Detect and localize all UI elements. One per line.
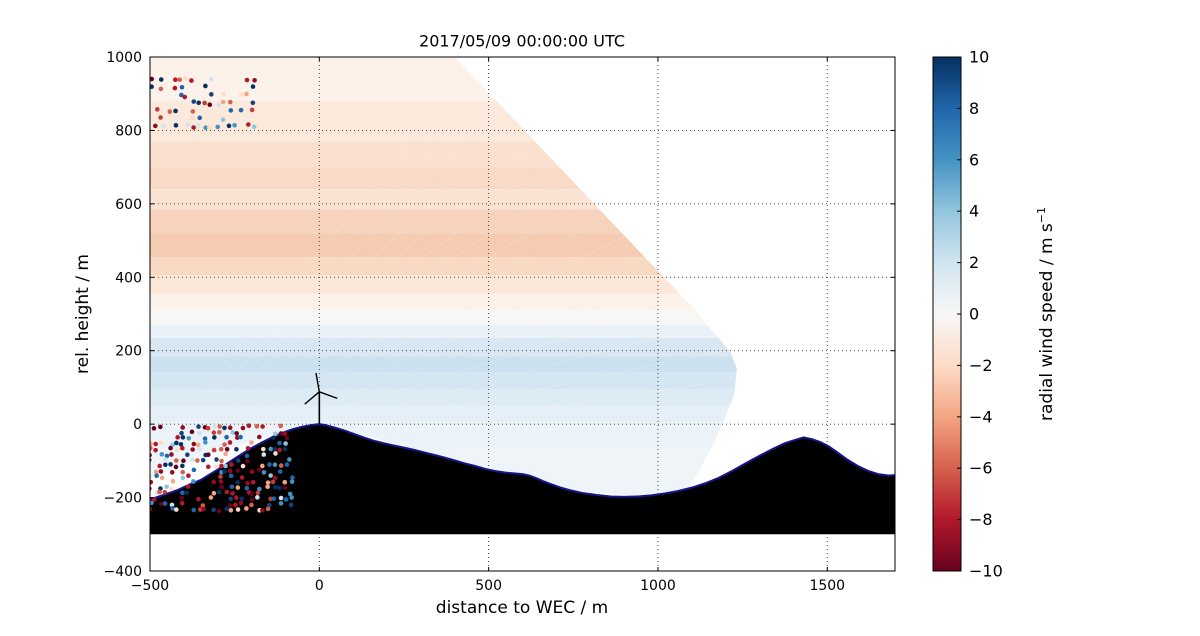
wind-turbine — [304, 372, 338, 425]
scan-beam-ray — [150, 57, 731, 477]
plot-area — [150, 57, 895, 571]
colorbar-tick-label: −2 — [969, 356, 993, 375]
colorbar-tick-label: −6 — [969, 459, 993, 478]
y-tick-label: 200 — [115, 344, 142, 360]
colorbar-label-text: radial wind speed / m s — [1036, 223, 1057, 421]
y-tick-label: 400 — [115, 270, 142, 286]
noise-scatter-lower-left-speckle — [150, 423, 295, 514]
noise-scatter-upper-left-speckle — [150, 76, 257, 131]
scan-beam-ray — [150, 57, 708, 477]
x-tick-label: 500 — [475, 578, 502, 594]
y-tick-label: −200 — [104, 491, 142, 507]
scan-beam-ray — [150, 57, 737, 477]
scan-beam-ray — [150, 202, 737, 477]
colorbar-tick-label: 0 — [969, 305, 979, 324]
colorbar-gradient — [933, 57, 961, 571]
colorbar-tick-label: 10 — [969, 48, 989, 67]
x-tick-label: −500 — [131, 578, 169, 594]
x-tick-label: 1500 — [809, 578, 845, 594]
y-tick-label: 800 — [115, 123, 142, 139]
colorbar-tick-label: −8 — [969, 510, 993, 529]
colorbar-label: radial wind speed / m s−1 — [1035, 207, 1057, 421]
y-tick-label: 600 — [115, 197, 142, 213]
plot-title: 2017/05/09 00:00:00 UTC — [419, 31, 625, 51]
colorbar-tick-label: 2 — [969, 253, 979, 272]
scan-beam-ray — [150, 57, 683, 476]
y-tick-label: 1000 — [106, 50, 142, 66]
terrain-silhouette — [150, 424, 895, 535]
scan-beam-ray — [150, 57, 658, 476]
plot-frame — [149, 56, 896, 572]
x-axis-label: distance to WEC / m — [435, 598, 609, 618]
colorbar-tick-label: 8 — [969, 99, 979, 118]
colorbar-tick-label: −10 — [969, 562, 1003, 581]
colorbar-tick-label: 4 — [969, 202, 979, 221]
x-tick-label: 0 — [315, 578, 324, 594]
colorbar-label-exponent: −1 — [1035, 207, 1049, 224]
x-tick-label: 1000 — [640, 578, 676, 594]
y-axis-label: rel. height / m — [73, 254, 93, 374]
colorbar-tick-label: −4 — [969, 407, 993, 426]
y-tick-label: 0 — [133, 417, 142, 433]
scan-beam-ray — [150, 239, 737, 477]
y-tick-label: −400 — [104, 564, 142, 580]
scan-field — [150, 57, 737, 496]
colorbar-tick-label: 6 — [969, 150, 979, 169]
